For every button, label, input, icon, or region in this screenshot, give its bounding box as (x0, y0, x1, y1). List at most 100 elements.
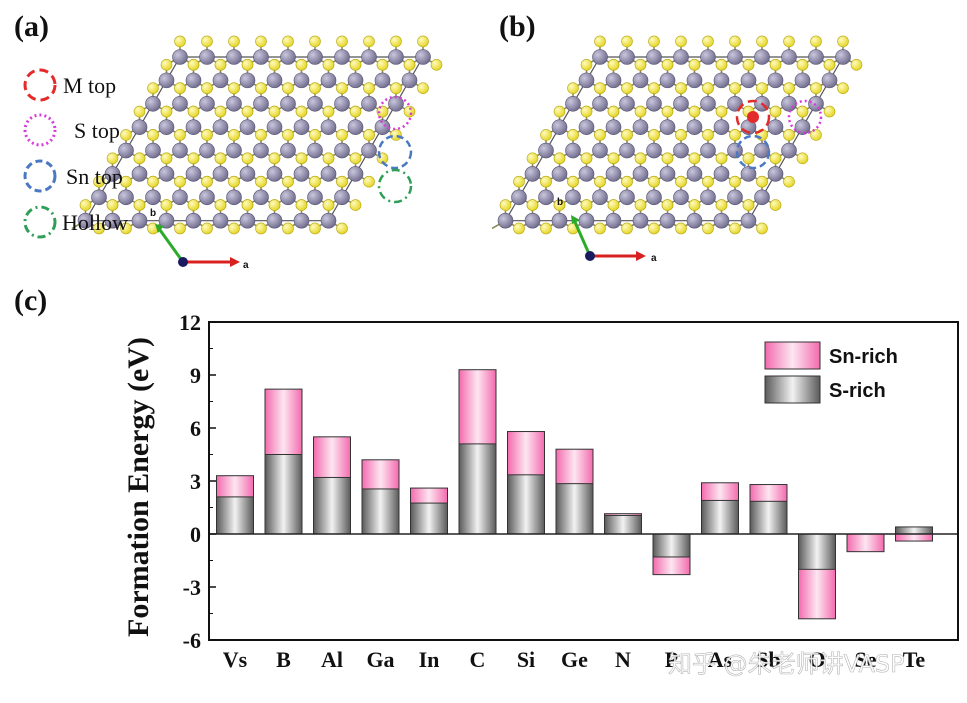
sulfur-atom (675, 35, 687, 48)
y-tick-label: 12 (179, 310, 201, 335)
bar-s-rich (604, 514, 642, 535)
sulfur-atom (526, 152, 539, 165)
tin-atom (280, 189, 296, 206)
sulfur-atom (174, 175, 186, 188)
sulfur-atom (607, 58, 620, 71)
y-tick-label: 6 (190, 416, 201, 441)
sn-top-marker-icon (23, 159, 57, 193)
tin-atom (347, 72, 364, 89)
tin-atom (172, 49, 188, 65)
tin-atom (700, 189, 716, 206)
sulfur-atom (390, 129, 402, 141)
tin-atom (524, 166, 541, 182)
x-category-label: N (615, 647, 631, 672)
site-legend-label: S top (74, 118, 120, 143)
sulfur-atom (255, 35, 267, 48)
tin-atom (605, 72, 622, 89)
sulfur-atom (729, 175, 741, 188)
sulfur-atom (553, 199, 566, 211)
panel-b-label: (b) (499, 10, 536, 43)
tin-atom (104, 212, 121, 229)
tin-atom (158, 72, 175, 89)
tin-atom (253, 49, 269, 65)
sulfur-atom (729, 82, 741, 94)
x-category-label: Al (321, 647, 343, 672)
tin-atom (145, 189, 161, 206)
bar-s-rich (798, 533, 836, 570)
sulfur-atom (823, 58, 836, 71)
tin-atom (212, 166, 229, 182)
tin-atom (538, 189, 554, 206)
tin-atom (713, 72, 730, 89)
x-category-label: As (708, 647, 733, 672)
sulfur-atom (675, 82, 687, 94)
sulfur-atom (715, 152, 728, 165)
x-category-label: B (276, 647, 291, 672)
site-markers (377, 95, 413, 204)
sulfur-atom (214, 199, 227, 211)
tin-atom (307, 95, 323, 112)
tin-atom (145, 142, 161, 159)
tin-atom (754, 142, 770, 159)
sulfur-atom (349, 152, 362, 165)
sulfur-atom (594, 35, 606, 48)
tin-atom (320, 212, 337, 229)
tin-atom (686, 166, 703, 182)
sulfur-atom (349, 199, 362, 211)
tin-atom (131, 166, 148, 182)
sulfur-atom (201, 35, 213, 48)
sulfur-atom (742, 199, 755, 211)
sulfur-atom (729, 222, 741, 235)
tin-atom (293, 72, 310, 89)
tin-atom (578, 212, 595, 229)
tin-atom (646, 49, 662, 65)
tin-atom (524, 212, 541, 229)
sulfur-atom (160, 199, 173, 211)
tin-atom (767, 166, 784, 182)
tin-atom (253, 95, 269, 112)
sulfur-atom (309, 35, 321, 48)
panel-a-label: (a) (14, 10, 49, 43)
sulfur-atom (850, 58, 863, 71)
sulfur-atom (241, 152, 254, 165)
s-top-site-marker-icon (377, 95, 413, 131)
tin-atom (686, 212, 703, 229)
sulfur-atom (363, 129, 375, 141)
tin-atom (511, 189, 527, 206)
sulfur-atom (715, 199, 728, 211)
sulfur-atom (255, 175, 267, 188)
tin-atom (551, 166, 568, 182)
tin-atom (239, 212, 256, 229)
panel-a-structure: (a) M top S top Sn top Hollow (14, 10, 443, 271)
sulfur-atom (295, 199, 308, 211)
m-top-marker-icon (23, 68, 57, 102)
tin-atom (794, 119, 811, 135)
sulfur-atom (255, 82, 267, 94)
bar-s-rich (264, 454, 303, 535)
tin-atom (497, 212, 514, 229)
x-category-label: Ge (561, 647, 588, 672)
sulfur-atom (282, 82, 294, 94)
sulfur-atom (715, 58, 728, 71)
sulfur-atom (621, 175, 633, 188)
sulfur-atom (634, 58, 647, 71)
tin-atom (619, 142, 635, 159)
site-legend-label: M top (63, 73, 116, 98)
legend-swatch-sn-rich (764, 341, 821, 370)
tin-atom (307, 189, 323, 206)
tin-atom (727, 49, 743, 65)
sulfur-atom (160, 58, 173, 71)
m-top-site-marker-icon (735, 99, 771, 135)
sulfur-atom (513, 222, 525, 235)
sulfur-atom (403, 58, 416, 71)
sulfur-atom (309, 82, 321, 94)
sulfur-atom (675, 175, 687, 188)
sulfur-atom (201, 82, 213, 94)
sulfur-atom (295, 152, 308, 165)
tin-atom (334, 189, 350, 206)
sulfur-atom (648, 129, 660, 141)
hollow-marker-icon (23, 205, 57, 239)
tin-atom (361, 49, 377, 65)
tin-atom (565, 95, 581, 112)
sulfur-atom (567, 175, 579, 188)
